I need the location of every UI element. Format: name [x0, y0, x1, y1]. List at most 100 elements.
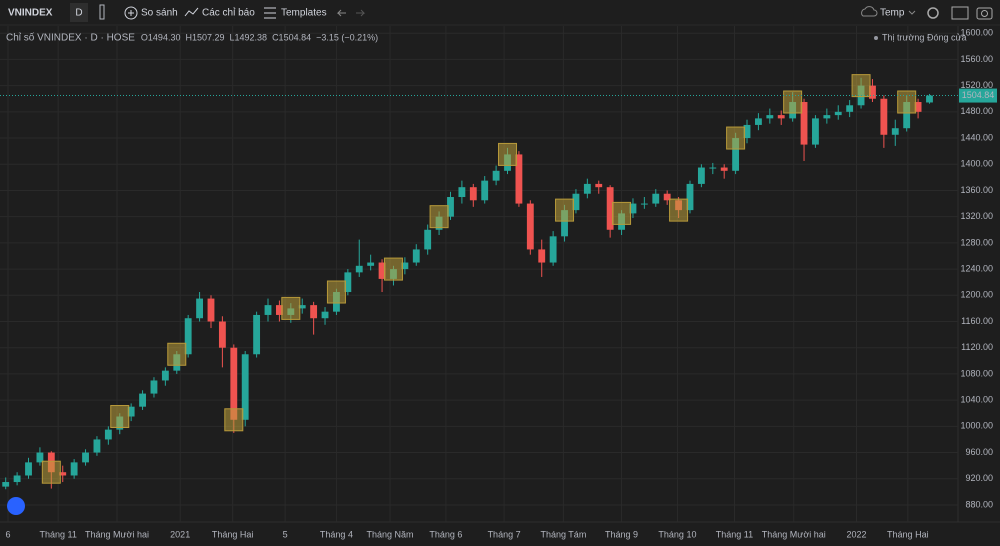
compare-icon[interactable]: [124, 6, 138, 20]
templates-icon[interactable]: [264, 7, 276, 19]
highlight-box: [281, 296, 301, 320]
highlight-box: [498, 142, 518, 166]
interval[interactable]: D: [75, 8, 82, 19]
y-tick-label: 1440.00: [960, 132, 993, 142]
candle-body: [82, 452, 89, 463]
highlight-box: [555, 198, 575, 222]
fullscreen-icon[interactable]: [951, 6, 969, 20]
candle-body: [264, 305, 272, 315]
cloud-icon[interactable]: [861, 6, 878, 17]
candle-body: [583, 183, 591, 194]
candle-body: [766, 115, 774, 119]
y-tick-label: 1320.00: [960, 211, 993, 221]
highlight-box: [851, 74, 871, 98]
candle-body: [310, 305, 318, 319]
y-tick-label: 920.00: [965, 473, 993, 483]
status-dot: [874, 36, 878, 40]
candle-body: [812, 118, 819, 145]
market-status: Thị trường Đóng cửa: [882, 32, 967, 42]
x-tick-label: Tháng Tám: [540, 529, 586, 539]
y-tick-label: 1280.00: [960, 237, 993, 247]
candle-body: [127, 406, 135, 417]
highlight-box: [612, 201, 632, 225]
candle-body: [241, 354, 249, 420]
candle-body: [572, 193, 580, 211]
x-tick-label: Tháng 7: [488, 529, 521, 539]
compare[interactable]: So sánh: [141, 8, 178, 19]
x-tick-label: Tháng 4: [320, 529, 353, 539]
candle-body: [709, 167, 717, 169]
x-tick-label: Tháng Hai: [212, 529, 254, 539]
candle-body: [720, 167, 728, 171]
candle-body: [663, 193, 671, 201]
highlight-box: [110, 405, 130, 429]
candle-body: [412, 249, 420, 263]
templates[interactable]: Templates: [281, 8, 327, 19]
candle-body: [777, 115, 785, 119]
candle-body: [652, 193, 660, 204]
candle-body: [732, 138, 740, 171]
layout-dropdown[interactable]: [908, 10, 916, 15]
candle-body: [834, 111, 842, 116]
ohlc-value: L1492.38: [230, 32, 268, 42]
x-tick-label: 6: [5, 529, 10, 539]
candle-body: [526, 203, 534, 250]
undo[interactable]: [336, 9, 346, 17]
highlight-box: [167, 342, 187, 366]
candle-body: [743, 124, 751, 139]
y-tick-label: 1560.00: [960, 54, 993, 64]
logo[interactable]: [7, 497, 25, 515]
candle-body: [59, 472, 67, 476]
y-tick-label: 880.00: [965, 499, 993, 509]
indicators-icon[interactable]: [184, 7, 199, 17]
candle-body: [196, 298, 204, 319]
indicators[interactable]: Các chỉ báo: [202, 7, 255, 19]
y-tick-label: 1200.00: [960, 290, 993, 300]
x-tick-label: Tháng 11: [716, 529, 753, 539]
settings-icon[interactable]: [927, 7, 939, 19]
candle-body: [606, 187, 614, 230]
highlight-box: [669, 198, 689, 222]
y-tick-label: 1480.00: [960, 106, 993, 116]
candle-body: [481, 180, 489, 201]
candle-body: [549, 236, 557, 263]
candle-body: [378, 262, 386, 279]
highlight-box: [897, 90, 917, 114]
candle-body: [823, 115, 831, 119]
candle-body: [70, 462, 78, 476]
candle-body: [321, 311, 329, 319]
x-tick-label: Tháng Mười hai: [85, 529, 149, 539]
y-tick-label: 1080.00: [960, 368, 993, 378]
candle-body: [355, 265, 363, 273]
compare-plus: [128, 10, 134, 16]
candle-body: [492, 170, 500, 181]
y-tick-label: 960.00: [965, 447, 993, 457]
screenshot-lens: [981, 10, 988, 17]
candle-body: [754, 118, 762, 125]
interval-button[interactable]: [70, 3, 88, 22]
candle-body: [447, 197, 454, 217]
candle-body: [846, 105, 854, 112]
highlight-box: [726, 126, 746, 150]
candle-body: [515, 154, 523, 204]
redo[interactable]: [356, 9, 366, 17]
candle-body: [401, 262, 409, 270]
highlight-box: [429, 205, 449, 229]
candle-body: [150, 380, 158, 394]
layout-name[interactable]: Temp: [880, 8, 905, 19]
y-tick-label: 1240.00: [960, 263, 993, 273]
ohlc-value: C1504.84: [272, 32, 311, 42]
chart-type-icon[interactable]: [99, 4, 105, 20]
highlight-box: [224, 408, 244, 432]
candle-body: [914, 102, 922, 112]
candle-body: [458, 187, 466, 198]
highlight-box: [41, 460, 61, 484]
symbol[interactable]: VNINDEX: [8, 8, 53, 19]
candle-body: [93, 439, 101, 453]
grid: [0, 26, 958, 522]
candle-body: [104, 429, 112, 440]
screenshot-icon[interactable]: [976, 7, 993, 20]
last-price-box: [959, 88, 997, 103]
x-tick-label: Tháng Năm: [367, 529, 414, 539]
candle-body: [36, 452, 44, 463]
